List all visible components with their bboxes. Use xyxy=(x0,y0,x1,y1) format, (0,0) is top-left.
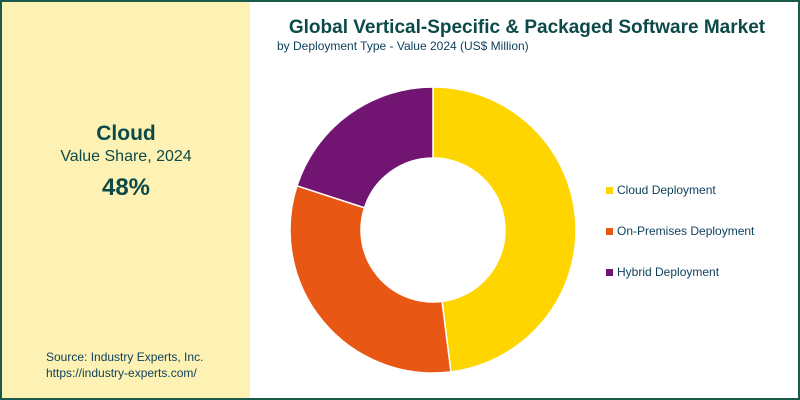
legend-swatch xyxy=(606,228,613,235)
legend-label: Hybrid Deployment xyxy=(617,265,720,279)
source: Source: Industry Experts, Inc. xyxy=(46,350,204,364)
legend-swatch xyxy=(606,187,613,194)
highlight-label: Cloud xyxy=(96,122,156,145)
source-url: https://industry-experts.com/ xyxy=(46,366,197,380)
slice xyxy=(289,184,452,374)
chart-subtitle: by Deployment Type - Value 2024 (US$ Mil… xyxy=(277,39,529,53)
chart-title: Global Vertical-Specific & Packaged Soft… xyxy=(289,17,766,38)
legend-swatch xyxy=(606,269,613,276)
legend-label: Cloud Deployment xyxy=(617,183,716,197)
slice xyxy=(432,86,577,373)
legend-label: On-Premises Deployment xyxy=(617,224,755,238)
highlight-subtitle: Value Share, 2024 xyxy=(60,148,192,165)
slice xyxy=(296,86,434,209)
highlight-panel: Cloud Value Share, 2024 48% Source: Indu… xyxy=(2,2,250,398)
highlight-value: 48% xyxy=(101,174,151,201)
